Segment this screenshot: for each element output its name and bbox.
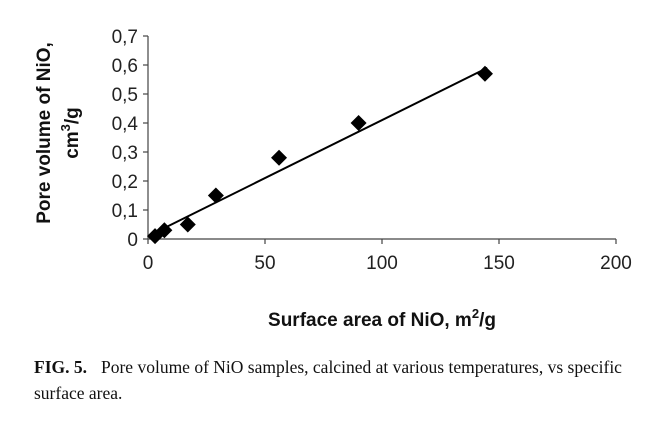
x-axis-title: Surface area of NiO, m2/g: [268, 306, 496, 331]
trendline: [147, 67, 488, 237]
x-tick-label: 200: [600, 253, 632, 274]
data-point: [476, 65, 493, 82]
data-point: [350, 115, 367, 131]
figure-caption: FIG. 5. Pore volume of NiO samples, calci…: [34, 354, 644, 406]
data-point: [207, 187, 224, 204]
figure-label: FIG. 5.: [34, 357, 87, 377]
y-tick-label: 0,4: [112, 114, 139, 135]
trendline-group: [147, 67, 488, 237]
y-tick-label: 0: [127, 230, 138, 251]
chart: 0 0,1 0,2 0,3 0,4 0,5 0,6 0,7 0 50 100 150 200 Surfa…: [34, 27, 632, 331]
data-points: [147, 65, 493, 245]
x-tick-label: 0: [143, 253, 154, 274]
y-axis-title-line2: cm3/g: [58, 107, 83, 159]
x-tick-label: 100: [366, 253, 398, 274]
ticks: 0 0,1 0,2 0,3 0,4 0,5 0,6 0,7 0 50 100 150 200: [112, 27, 632, 274]
y-tick-label: 0,2: [112, 172, 138, 193]
y-axis-title-line1: Pore volume of NiO,: [34, 42, 55, 224]
y-tick-label: 0,3: [112, 143, 138, 164]
x-tick-label: 150: [483, 253, 515, 274]
figure-caption-text: Pore volume of NiO samples, calcined at …: [34, 357, 622, 403]
y-tick-label: 0,7: [112, 27, 138, 48]
y-tick-label: 0,1: [112, 201, 138, 222]
data-point: [179, 216, 196, 233]
y-tick-label: 0,5: [112, 85, 138, 106]
x-tick-label: 50: [254, 253, 275, 274]
data-point: [271, 149, 288, 166]
y-tick-label: 0,6: [112, 56, 138, 77]
data-point: [156, 222, 173, 239]
axes: [147, 36, 616, 240]
